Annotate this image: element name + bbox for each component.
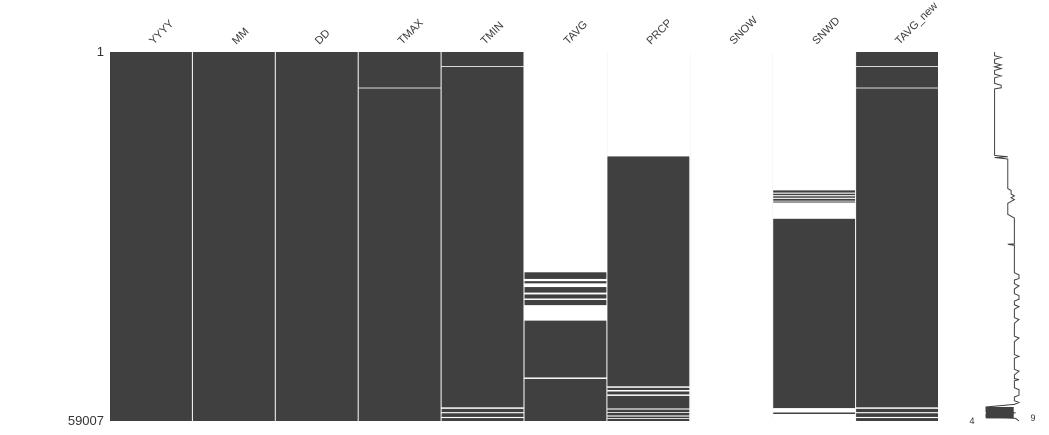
missing-block-tmin-2	[441, 412, 524, 414]
missing-block-snwd-0	[773, 52, 856, 191]
row-label-bottom: 59007	[68, 413, 104, 428]
column-tmax	[358, 52, 441, 421]
column-label-tavg-new: TAVG_new	[893, 0, 940, 47]
missing-block-snwd-3	[773, 197, 856, 199]
column-labels: YYYY MM DD TMAX TMIN TAVG PRCP SNOW SNWD TAVG_new	[147, 0, 940, 47]
column-label-prcp: PRCP	[644, 17, 674, 47]
column-label-yyyy: YYYY	[147, 17, 177, 47]
missing-block-snwd-2	[773, 195, 856, 197]
missing-block-tmin-0	[441, 66, 524, 68]
missing-block-prcp-6	[607, 415, 690, 417]
missing-block-prcp-4	[607, 408, 690, 410]
column-mm	[192, 52, 275, 421]
column-label-mm: MM	[230, 26, 251, 47]
sparkline-dense-band	[986, 406, 1014, 419]
missing-block-prcp-5	[607, 412, 690, 413]
column-tmin	[441, 52, 524, 421]
missing-block-snwd-5	[773, 202, 856, 219]
missing-block-snwd-6	[773, 408, 856, 413]
missing-block-prcp-7	[607, 418, 690, 419]
missing-block-prcp-0	[607, 52, 690, 157]
sparkline-max-label: 9	[1030, 413, 1035, 423]
missing-block-tmin-3	[441, 416, 524, 419]
missing-block-prcp-2	[607, 390, 690, 392]
missing-block-tavg-new-1	[855, 87, 939, 89]
missing-block-tavg-new-0	[855, 66, 939, 68]
missing-block-tavg-5	[524, 305, 607, 321]
missing-block-prcp-3	[607, 394, 690, 396]
column-label-snow: SNOW	[727, 14, 760, 47]
column-label-tmin: TMIN	[479, 20, 507, 48]
missing-block-tavg-new-2	[855, 407, 939, 409]
missing-block-snwd-4	[773, 200, 856, 202]
column-tavg-new	[856, 52, 938, 421]
column-yyyy	[110, 52, 192, 421]
missing-block-prcp-1	[607, 386, 690, 388]
missing-block-tavg-6	[524, 377, 607, 379]
missing-block-snwd-7	[773, 413, 856, 421]
sparkline-min-label: 4	[969, 416, 974, 426]
missing-block-tavg-1	[524, 278, 607, 282]
completeness-sparkline	[985, 52, 1021, 422]
missing-block-tavg-2	[524, 283, 607, 288]
missing-block-tavg-new-4	[855, 416, 939, 419]
missing-block-tavg-0	[524, 52, 607, 273]
column-label-tavg: TAVG	[562, 19, 591, 48]
missing-block-snow-0	[690, 52, 773, 421]
missing-block-tavg-3	[524, 292, 607, 295]
missing-block-snwd-1	[773, 192, 856, 194]
column-dd	[275, 52, 358, 421]
missing-block-tmin-1	[441, 407, 524, 409]
column-label-tmax: TMAX	[396, 17, 427, 48]
missing-block-tavg-4	[524, 298, 607, 300]
missing-block-tmax-0	[358, 87, 441, 89]
missing-block-tavg-new-3	[855, 412, 939, 414]
row-label-top: 1	[97, 44, 104, 59]
sparkline-path	[985, 52, 1021, 422]
matrix-columns	[110, 52, 939, 421]
column-label-snwd: SNWD	[810, 15, 842, 47]
column-label-dd: DD	[313, 27, 333, 47]
